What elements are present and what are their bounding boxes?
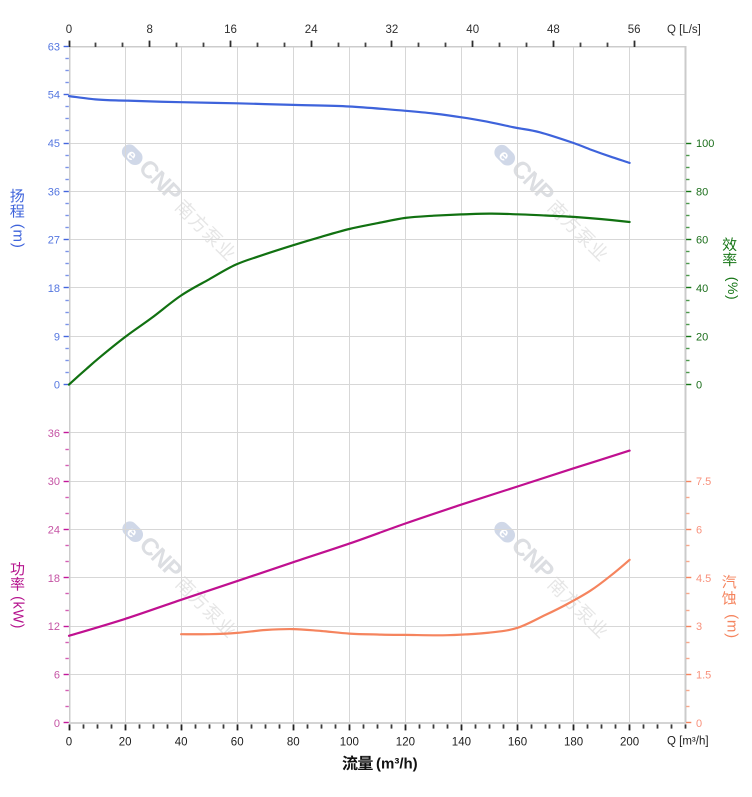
svg-text:40: 40 xyxy=(696,283,708,295)
svg-text:60: 60 xyxy=(231,737,244,749)
svg-text:6: 6 xyxy=(696,525,702,537)
svg-text:0: 0 xyxy=(66,24,72,36)
svg-text:4.5: 4.5 xyxy=(696,573,711,585)
svg-text:45: 45 xyxy=(48,138,60,150)
svg-text:54: 54 xyxy=(48,90,60,102)
svg-text:0: 0 xyxy=(696,380,702,392)
svg-text:8: 8 xyxy=(146,24,152,36)
svg-text:3: 3 xyxy=(696,621,702,633)
svg-text:0: 0 xyxy=(696,718,702,730)
svg-text:(%): (%) xyxy=(725,277,741,301)
svg-text:200: 200 xyxy=(620,737,639,749)
svg-text:0: 0 xyxy=(54,718,60,730)
svg-text:18: 18 xyxy=(48,283,60,295)
svg-text:18: 18 xyxy=(48,573,60,585)
svg-text:7.5: 7.5 xyxy=(696,476,711,488)
svg-text:36: 36 xyxy=(48,186,60,198)
svg-text:12: 12 xyxy=(48,621,60,633)
svg-text:100: 100 xyxy=(696,138,714,150)
svg-text:1.5: 1.5 xyxy=(696,670,711,682)
svg-text:40: 40 xyxy=(175,737,188,749)
svg-text:(kW): (kW) xyxy=(10,596,26,629)
svg-text:20: 20 xyxy=(119,737,132,749)
svg-text:180: 180 xyxy=(564,737,583,749)
svg-text:120: 120 xyxy=(396,737,415,749)
svg-text:20: 20 xyxy=(696,331,708,343)
svg-text:63: 63 xyxy=(48,41,60,53)
svg-text:80: 80 xyxy=(696,186,708,198)
svg-text:0: 0 xyxy=(66,737,72,749)
svg-text:48: 48 xyxy=(547,24,560,36)
svg-text:24: 24 xyxy=(48,525,60,537)
svg-text:0: 0 xyxy=(54,380,60,392)
svg-text:(m): (m) xyxy=(724,614,741,639)
svg-text:60: 60 xyxy=(696,235,708,247)
svg-text:9: 9 xyxy=(54,331,60,343)
svg-text:Q [m³/h]: Q [m³/h] xyxy=(667,736,709,748)
svg-text:32: 32 xyxy=(386,24,399,36)
svg-text:40: 40 xyxy=(466,24,479,36)
svg-text:(m³/h): (m³/h) xyxy=(376,756,418,773)
svg-text:6: 6 xyxy=(54,670,60,682)
svg-text:Q [L/s]: Q [L/s] xyxy=(667,24,701,36)
svg-text:(m): (m) xyxy=(9,224,26,249)
svg-text:80: 80 xyxy=(287,737,300,749)
svg-text:160: 160 xyxy=(508,737,527,749)
svg-text:16: 16 xyxy=(224,24,237,36)
svg-text:30: 30 xyxy=(48,476,60,488)
svg-text:36: 36 xyxy=(48,428,60,440)
svg-text:140: 140 xyxy=(452,737,471,749)
svg-text:100: 100 xyxy=(340,737,359,749)
svg-text:56: 56 xyxy=(628,24,641,36)
svg-text:27: 27 xyxy=(48,235,60,247)
svg-text:24: 24 xyxy=(305,24,318,36)
